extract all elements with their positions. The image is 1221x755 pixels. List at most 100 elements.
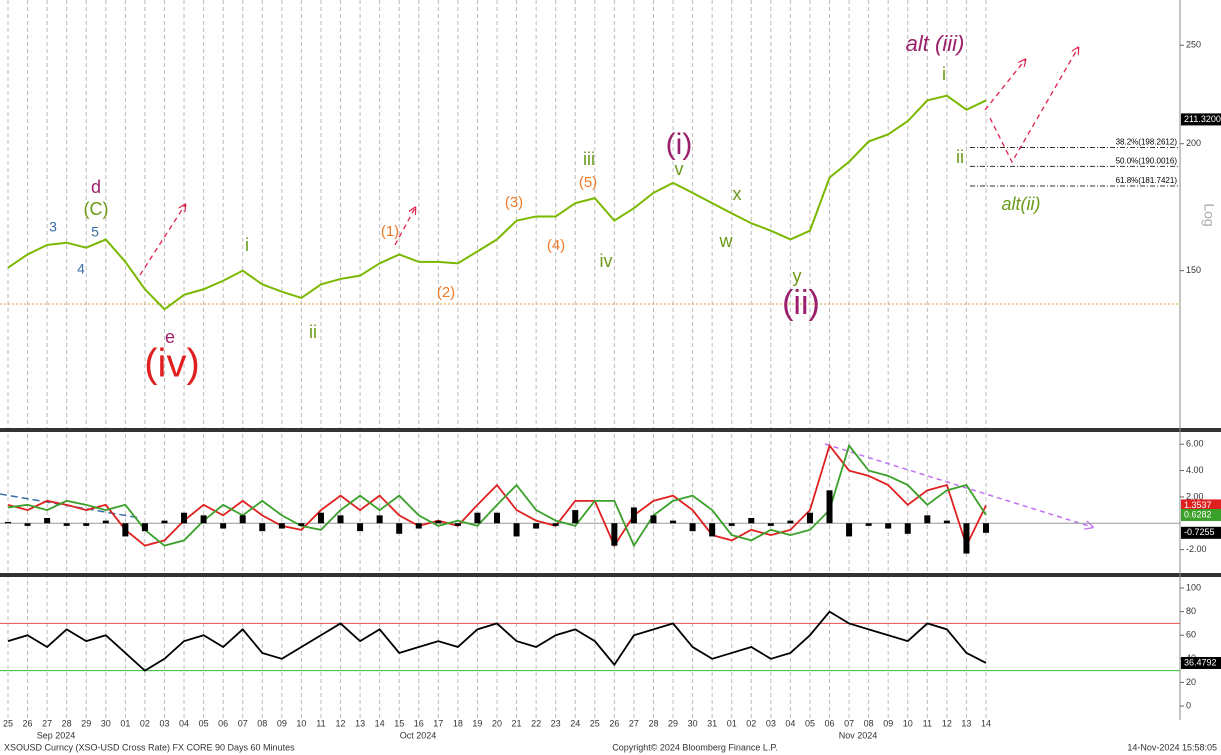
x-tick-label: 13 [355, 718, 365, 728]
y-tick-label: 60 [1186, 630, 1196, 640]
x-tick-label: 21 [512, 718, 522, 728]
wave-label: iv [600, 251, 613, 271]
histogram-bar [630, 507, 637, 524]
y-tick-label: 6.00 [1186, 439, 1204, 449]
fib-label: 38.2%(198.2612) [1116, 138, 1178, 147]
x-tick-label: 25 [590, 718, 600, 728]
wave-label: (C) [84, 199, 109, 219]
histogram-bar [728, 523, 735, 526]
x-tick-label: 03 [159, 718, 169, 728]
last-value-label: -0.7255 [1184, 527, 1215, 537]
histogram-bar [298, 523, 305, 526]
x-tick-label: 08 [864, 718, 874, 728]
histogram-bar [259, 523, 266, 532]
x-tick-label: 11 [923, 718, 932, 728]
x-tick-label: 07 [238, 718, 248, 728]
wave-label: w [719, 231, 734, 251]
x-tick-label: 30 [101, 718, 111, 728]
x-tick-label: 08 [257, 718, 267, 728]
x-tick-label: 25 [3, 718, 13, 728]
x-tick-label: 28 [62, 718, 72, 728]
wave-label: ii [956, 147, 964, 167]
y-tick-label: -2.00 [1186, 544, 1207, 554]
histogram-bar [337, 515, 344, 524]
x-tick-label: 03 [766, 718, 776, 728]
histogram-bar [161, 520, 168, 524]
grid [7, 0, 987, 718]
x-tick-label: 10 [903, 718, 913, 728]
footer-center: Copyright© 2024 Bloomberg Finance L.P. [612, 742, 778, 752]
last-value-label: 211.3200 [1184, 114, 1221, 124]
x-tick-label: 26 [23, 718, 33, 728]
wave-label: 4 [77, 261, 85, 277]
x-tick-label: 14 [375, 718, 385, 728]
histogram-bar [44, 517, 51, 524]
histogram-bar [885, 523, 892, 529]
x-tick-label: 02 [746, 718, 756, 728]
x-tick-label: 19 [472, 718, 482, 728]
histogram-bar [787, 520, 794, 524]
forecast-arrows [139, 48, 1078, 276]
histogram-bar [63, 523, 70, 526]
y-tick-label: 20 [1186, 677, 1196, 687]
y-tick-label: 150 [1186, 265, 1201, 275]
last-value-label: 1.3537 [1184, 500, 1212, 510]
histogram-bar [552, 523, 559, 526]
histogram-bar [122, 523, 129, 537]
histogram-bar [317, 512, 324, 524]
last-value-box [1181, 526, 1221, 539]
x-tick-label: 07 [844, 718, 854, 728]
panel-separator [0, 428, 1221, 432]
last-value-label: 0.6282 [1184, 509, 1212, 519]
x-tick-label: 16 [414, 718, 424, 728]
histogram-bar [983, 523, 989, 533]
x-tick-label: 27 [629, 718, 639, 728]
series-line [7, 443, 987, 548]
histogram-bar [239, 515, 246, 524]
y-tick-label: 2.00 [1186, 491, 1204, 501]
series-line [7, 610, 987, 672]
footer-right: 14-Nov-2024 15:58:05 [1127, 742, 1217, 752]
histogram-bar [220, 523, 227, 529]
x-tick-label: 12 [942, 718, 952, 728]
histogram-bar [396, 523, 403, 534]
fib-label: 61.8%(181.7421) [1116, 176, 1178, 185]
histogram-bar [846, 523, 853, 537]
histogram-bar [513, 523, 520, 537]
wave-label: (1) [381, 223, 399, 240]
x-tick-label: 29 [81, 718, 91, 728]
wave-label: (2) [437, 284, 455, 301]
wave-label: iii [583, 149, 595, 169]
x-tick-label: 02 [140, 718, 150, 728]
histogram-bar [278, 523, 285, 529]
histogram-bar [454, 523, 461, 526]
wave-label: x [733, 184, 742, 204]
x-tick-label: 26 [609, 718, 619, 728]
wave-label: i [942, 64, 946, 84]
x-tick-label: 30 [688, 718, 698, 728]
series-line [7, 443, 987, 549]
x-tick-label: 12 [336, 718, 346, 728]
histogram-bar [826, 490, 833, 524]
histogram-bar [611, 523, 618, 546]
x-tick-label: 09 [277, 718, 287, 728]
histogram-bar [904, 523, 911, 534]
histogram-bar [24, 523, 31, 526]
y-tick-label: 250 [1186, 40, 1201, 50]
wave-label: (i) [666, 128, 693, 161]
histogram-bar [572, 510, 579, 524]
histogram-bar [533, 523, 540, 529]
histogram-bar [767, 523, 774, 526]
histogram-bar [357, 523, 364, 532]
x-tick-label: 20 [492, 718, 502, 728]
wave-label: (ii) [782, 284, 820, 322]
histogram-bar [670, 520, 677, 524]
last-value-box [1181, 113, 1221, 126]
histogram-bar [376, 515, 383, 524]
histogram-bar [141, 523, 148, 532]
y-tick-label: 80 [1186, 606, 1196, 616]
x-tick-label: 31 [707, 718, 717, 728]
last-value-label: 36.4792 [1184, 657, 1217, 667]
histogram-bar [963, 523, 970, 554]
